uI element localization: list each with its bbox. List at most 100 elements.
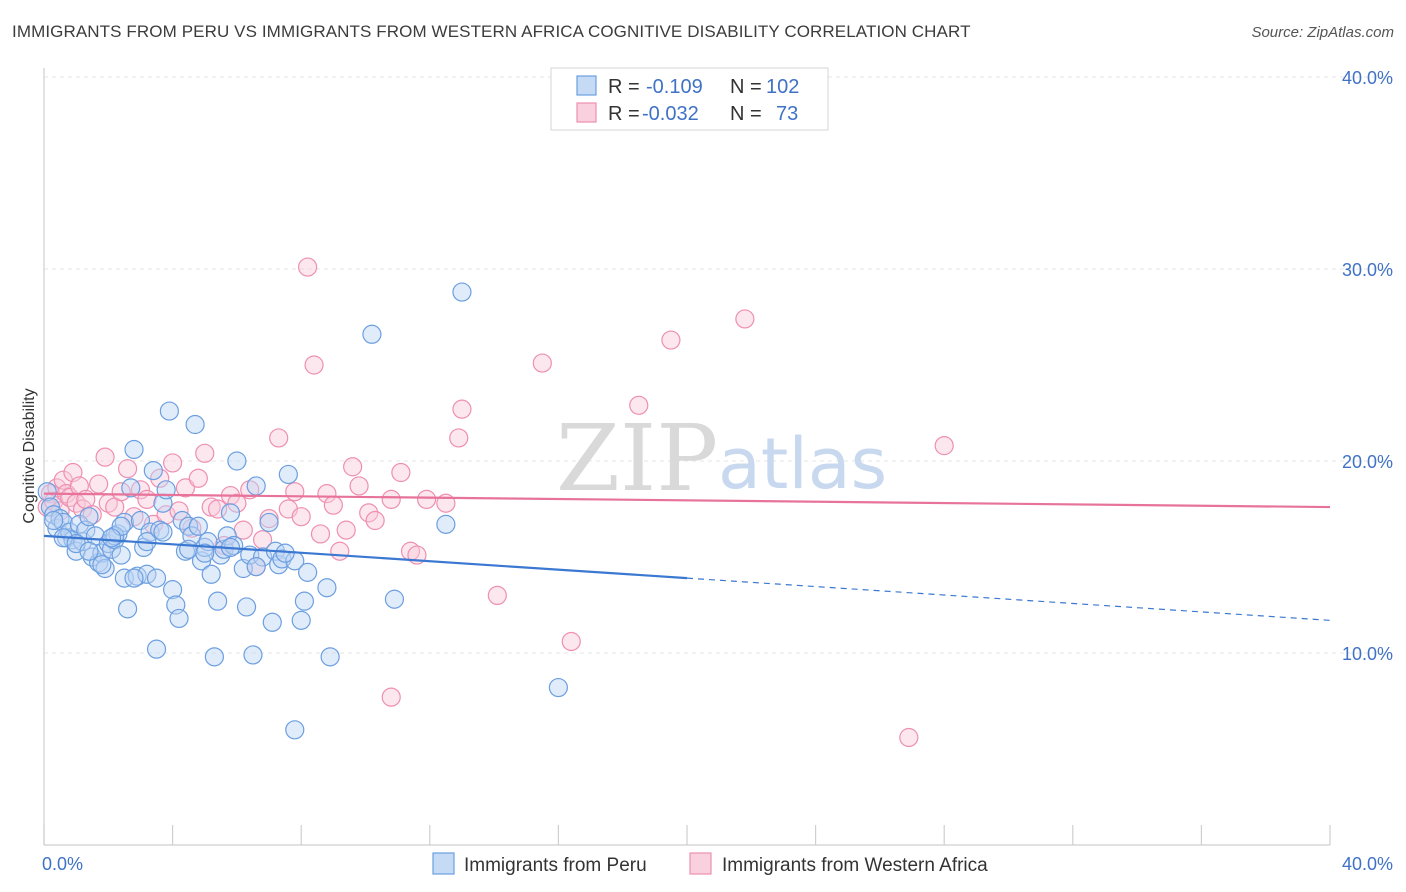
peru-point-60 [224, 535, 244, 556]
wafrica-point-67 [561, 631, 581, 652]
wafrica-point-66 [532, 353, 552, 373]
peru-point-55 [208, 591, 228, 611]
peru-point-26 [117, 599, 138, 619]
peru-point-34 [143, 461, 163, 481]
legend-n-value-peru: 102 [766, 76, 799, 98]
peru-point-27 [121, 478, 141, 498]
wafrica-point-50 [323, 495, 343, 515]
peru-point-65 [243, 645, 263, 665]
wafrica-point-54 [349, 476, 369, 496]
peru-point-93 [124, 568, 144, 588]
watermark: ZIP atlas [556, 405, 887, 512]
legend-n-label-wafrica: N = [730, 103, 762, 125]
peru-point-36 [146, 639, 167, 659]
wafrica-point-64 [449, 428, 469, 448]
peru-point-37 [150, 520, 170, 540]
wafrica-point-49 [317, 484, 337, 504]
wafrica-point-3 [47, 478, 67, 498]
wafrica-point-31 [195, 443, 215, 463]
peru-point-99 [246, 556, 266, 577]
peru-point-28 [124, 439, 144, 460]
wafrica-point-52 [336, 520, 356, 540]
peru-point-56 [211, 545, 231, 565]
wafrica-point-53 [343, 457, 363, 477]
wafrica-point-65 [487, 585, 507, 606]
peru-point-95 [153, 522, 173, 542]
wafrica-point-37 [233, 520, 253, 540]
watermark-zip: ZIP [556, 405, 718, 512]
peru-point-32 [137, 564, 157, 584]
bottom-legend-swatch-peru [432, 852, 455, 875]
wafrica-point-47 [304, 355, 324, 375]
wafrica-point-22 [137, 489, 157, 509]
watermark-atlas: atlas [718, 423, 887, 505]
chart-title: IMMIGRANTS FROM PERU VS IMMIGRANTS FROM … [12, 22, 971, 41]
peru-point-83 [452, 282, 472, 302]
peru-point-75 [285, 720, 305, 740]
peru-trend-line [43, 534, 688, 580]
peru-point-71 [269, 555, 289, 575]
wafrica-point-28 [175, 478, 196, 498]
peru-point-89 [79, 541, 99, 561]
wafrica-point-14 [89, 474, 109, 494]
wafrica-point-44 [285, 482, 305, 502]
y-tick-label-0: 10.0% [1342, 644, 1393, 664]
wafrica-point-46 [298, 257, 318, 277]
peru-point-86 [44, 510, 64, 531]
peru-point-80 [320, 647, 340, 667]
wafrica-point-69 [661, 330, 681, 350]
y-tick-label-1: 20.0% [1342, 452, 1393, 472]
wafrica-point-58 [391, 462, 411, 483]
bottom-legend-label-wafrica: Immigrants from Western Africa [722, 855, 988, 876]
peru-point-48 [185, 414, 205, 435]
correlation-legend: R = -0.109 N = 102 R = -0.032 N = 73 [550, 67, 829, 131]
peru-point-78 [298, 562, 318, 582]
peru-point-41 [163, 580, 183, 600]
wafrica-point-36 [227, 493, 247, 513]
wafrica-point-68 [629, 395, 649, 415]
wafrica-point-71 [934, 436, 954, 456]
wafrica-point-48 [310, 524, 331, 544]
wafrica-point-18 [111, 482, 131, 502]
wafrica-point-42 [269, 428, 289, 448]
peru-point-76 [291, 610, 311, 630]
peru-point-43 [169, 608, 189, 629]
legend-box [550, 67, 829, 131]
y-axis-label: Cognitive Disability [21, 388, 38, 523]
wafrica-trend-line [43, 492, 1331, 509]
peru-point-0 [37, 482, 57, 502]
peru-point-5 [53, 512, 73, 533]
wafrica-point-72 [899, 727, 919, 748]
wafrica-point-56 [365, 510, 385, 531]
peru-point-82 [436, 514, 456, 534]
peru-point-96 [179, 539, 199, 559]
peru-point-90 [92, 555, 112, 575]
peru-point-73 [278, 464, 298, 485]
peru-point-39 [156, 480, 176, 500]
legend-n-value-wafrica: 73 [776, 103, 798, 125]
peru-point-40 [159, 401, 179, 421]
wafrica-point-51 [330, 541, 350, 561]
peru-trend-extension [686, 577, 1331, 621]
wafrica-point-15 [95, 447, 115, 467]
x-ticks [43, 825, 1331, 845]
wafrica-point-61 [416, 489, 437, 509]
y-tick-label-3: 40.0% [1342, 68, 1393, 88]
peru-point-35 [146, 568, 167, 588]
wafrica-point-19 [117, 459, 138, 479]
peru-point-69 [262, 612, 282, 632]
peru-point-66 [246, 476, 266, 496]
wafrica-point-73 [381, 687, 401, 707]
legend-swatch-peru [576, 75, 597, 96]
peru-point-101 [101, 528, 122, 548]
wafrica-point-33 [208, 499, 228, 519]
peru-point-53 [201, 564, 221, 584]
y-tick-label-2: 30.0% [1342, 260, 1393, 280]
wafrica-point-26 [163, 453, 183, 473]
trend-lines [43, 492, 1331, 621]
wafrica-point-45 [291, 507, 311, 527]
wafrica-point-55 [359, 503, 379, 523]
peru-point-54 [204, 647, 224, 667]
peru-point-68 [259, 512, 279, 533]
